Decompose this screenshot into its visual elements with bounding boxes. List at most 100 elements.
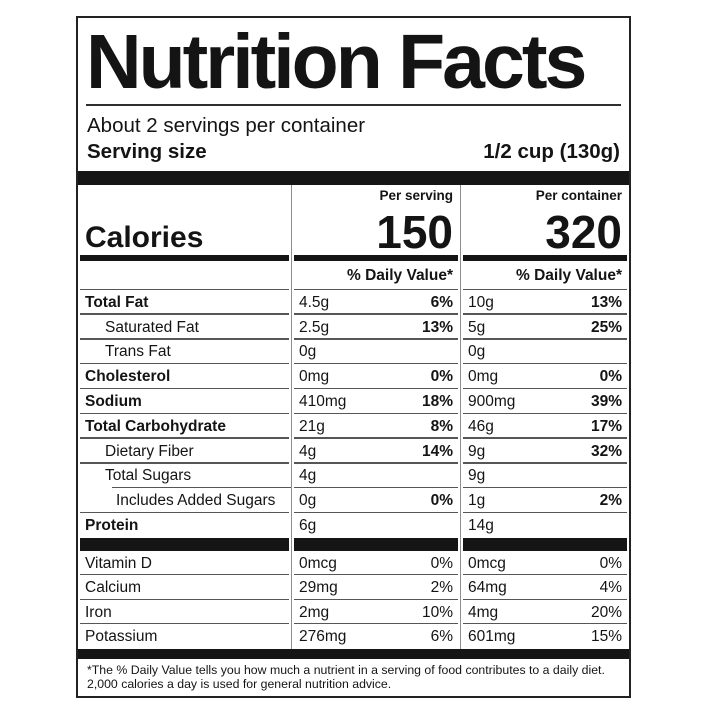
- serving-size-label: Serving size: [87, 140, 207, 163]
- nutrient-row-label: Sodium: [78, 389, 291, 414]
- nutrient-row-label: Saturated Fat: [78, 315, 291, 340]
- per-serving-header-cell: Per serving 150: [292, 185, 460, 255]
- nutrient-amount-per-serving: 6g: [299, 517, 317, 535]
- nutrient-row-per-serving: 0mg 0%: [292, 364, 460, 389]
- nutrient-amount-per-serving: 0g: [299, 343, 317, 361]
- nutrient-name: Total Carbohydrate: [85, 417, 226, 435]
- calories-underbar: [463, 255, 627, 261]
- nutrient-amount-per-serving: 2.5g: [299, 318, 330, 336]
- nutrient-dv-per-serving: 0%: [430, 554, 453, 572]
- nutrient-amount-per-serving: 410mg: [299, 393, 347, 411]
- per-container-heading: Per container: [535, 188, 622, 203]
- nutrient-row-per-container: 46g 17%: [461, 414, 629, 439]
- nutrient-row-per-container: 9g: [461, 464, 629, 489]
- nutrient-row-per-serving: 276mg 6%: [292, 624, 460, 649]
- main-nutrient-values-serving: 4.5g 6% 2.5g 13% 0g 0mg 0% 410mg 18% 21g 8% 4g 14% 4g…: [292, 290, 460, 538]
- nutrient-row-per-serving: 0mcg 0%: [292, 551, 460, 576]
- per-serving-column: Per serving 150 % Daily Value* 4.5g 6% 2.5…: [291, 185, 460, 649]
- nutrient-dv-per-serving: 10%: [421, 603, 453, 621]
- nutrient-row-per-container: 14g: [461, 513, 629, 538]
- nutrient-name: Includes Added Sugars: [116, 492, 276, 510]
- nutrient-row-per-serving: 4g: [292, 464, 460, 489]
- nutrient-row-label: Includes Added Sugars: [78, 488, 291, 513]
- nutrient-dv-per-serving: 6%: [430, 628, 453, 646]
- nutrient-row-per-serving: 4g 14%: [292, 439, 460, 464]
- nutrient-amount-per-container: 601mg: [468, 628, 516, 646]
- nutrient-row-per-serving: 4.5g 6%: [292, 290, 460, 315]
- nutrient-row-per-container: 0mg 0%: [461, 364, 629, 389]
- daily-value-header-text: % Daily Value*: [516, 266, 622, 284]
- micronutrient-bar: [80, 537, 289, 551]
- nutrient-dv-per-serving: 0%: [430, 492, 453, 510]
- nutrient-row-label: Total Carbohydrate: [78, 414, 291, 439]
- nutrient-dv-per-serving: 14%: [421, 442, 453, 460]
- nutrient-amount-per-container: 0mcg: [468, 554, 506, 572]
- nutrient-dv-per-container: 39%: [590, 393, 622, 411]
- nutrient-row-per-container: 0mcg 0%: [461, 551, 629, 576]
- servings-per-container: About 2 servings per container: [87, 114, 366, 137]
- nutrient-dv-per-container: 2%: [599, 492, 622, 510]
- nutrient-row-per-container: 601mg 15%: [461, 624, 629, 649]
- nutrient-amount-per-serving: 0mg: [299, 368, 330, 386]
- nutrition-facts-label: Nutrition Facts About 2 servings per con…: [76, 16, 631, 698]
- nutrient-dv-per-container: 20%: [590, 603, 622, 621]
- nutrient-amount-per-container: 5g: [468, 318, 486, 336]
- columns-area: Calories Total Fat Saturated Fat Trans Fat…: [78, 185, 629, 649]
- nutrient-amount-per-container: 1g: [468, 492, 486, 510]
- nutrient-amount-per-container: 9g: [468, 442, 486, 460]
- nutrient-amount-per-container: 900mg: [468, 393, 516, 411]
- nutrient-amount-per-serving: 4.5g: [299, 293, 330, 311]
- nutrient-row-per-serving: 21g 8%: [292, 414, 460, 439]
- main-nutrient-labels: Total Fat Saturated Fat Trans Fat Cholester…: [78, 290, 291, 538]
- nutrient-row-label: Potassium: [78, 624, 291, 649]
- nutrient-name: Calcium: [85, 579, 141, 597]
- nutrient-dv-per-container: 32%: [590, 442, 622, 460]
- nutrient-amount-per-container: 14g: [468, 517, 494, 535]
- nutrient-row-per-serving: 0g 0%: [292, 488, 460, 513]
- nutrient-row-label: Vitamin D: [78, 551, 291, 576]
- nutrient-name: Saturated Fat: [105, 318, 199, 336]
- nutrient-dv-per-serving: 6%: [430, 293, 453, 311]
- nutrient-name: Sodium: [85, 393, 142, 411]
- micro-nutrient-values-container: 0mcg 0% 64mg 4% 4mg 20% 601mg 15%: [461, 551, 629, 649]
- nutrient-row-label: Iron: [78, 600, 291, 625]
- nutrient-amount-per-container: 0mg: [468, 368, 499, 386]
- nutrient-dv-per-container: 25%: [590, 318, 622, 336]
- daily-value-header-spacer: [78, 261, 291, 291]
- nutrient-row-per-container: 900mg 39%: [461, 389, 629, 414]
- nutrient-row-label: Trans Fat: [78, 340, 291, 365]
- nutrient-amount-per-container: 0g: [468, 343, 486, 361]
- title-divider: [86, 104, 621, 106]
- nutrient-dv-per-serving: 13%: [421, 318, 453, 336]
- nutrient-amount-per-serving: 0mcg: [299, 554, 337, 572]
- label-column: Calories Total Fat Saturated Fat Trans Fat…: [78, 185, 291, 649]
- nutrient-amount-per-serving: 4g: [299, 467, 317, 485]
- nutrient-row-per-container: 64mg 4%: [461, 575, 629, 600]
- nutrient-dv-per-container: 17%: [590, 417, 622, 435]
- nutrient-row-per-serving: 0g: [292, 340, 460, 365]
- page-title: Nutrition Facts: [86, 19, 587, 105]
- nutrient-amount-per-serving: 0g: [299, 492, 317, 510]
- calories-header-cell: Calories: [78, 185, 291, 255]
- nutrient-row-label: Calcium: [78, 575, 291, 600]
- calories-label: Calories: [85, 221, 204, 254]
- calories-underbar: [80, 255, 289, 261]
- nutrient-dv-per-container: 4%: [599, 579, 622, 597]
- calories-underbar: [294, 255, 458, 261]
- nutrient-name: Total Fat: [85, 293, 149, 311]
- nutrient-amount-per-container: 10g: [468, 293, 494, 311]
- nutrient-row-label: Total Fat: [78, 290, 291, 315]
- nutrient-row-per-serving: 410mg 18%: [292, 389, 460, 414]
- nutrient-amount-per-container: 9g: [468, 467, 486, 485]
- serving-size-value: 1/2 cup (130g): [483, 140, 620, 163]
- nutrient-row-per-container: 9g 32%: [461, 439, 629, 464]
- nutrient-row-per-container: 10g 13%: [461, 290, 629, 315]
- nutrient-row-per-serving: 2mg 10%: [292, 600, 460, 625]
- nutrient-dv-per-serving: 2%: [430, 579, 453, 597]
- daily-value-header-text: % Daily Value*: [347, 266, 453, 284]
- nutrient-row-per-serving: 6g: [292, 513, 460, 538]
- per-container-column: Per container 320 % Daily Value* 10g 13% 5…: [460, 185, 629, 649]
- nutrient-amount-per-serving: 2mg: [299, 603, 330, 621]
- nutrient-name: Potassium: [85, 628, 158, 646]
- nutrient-amount-per-container: 4mg: [468, 603, 499, 621]
